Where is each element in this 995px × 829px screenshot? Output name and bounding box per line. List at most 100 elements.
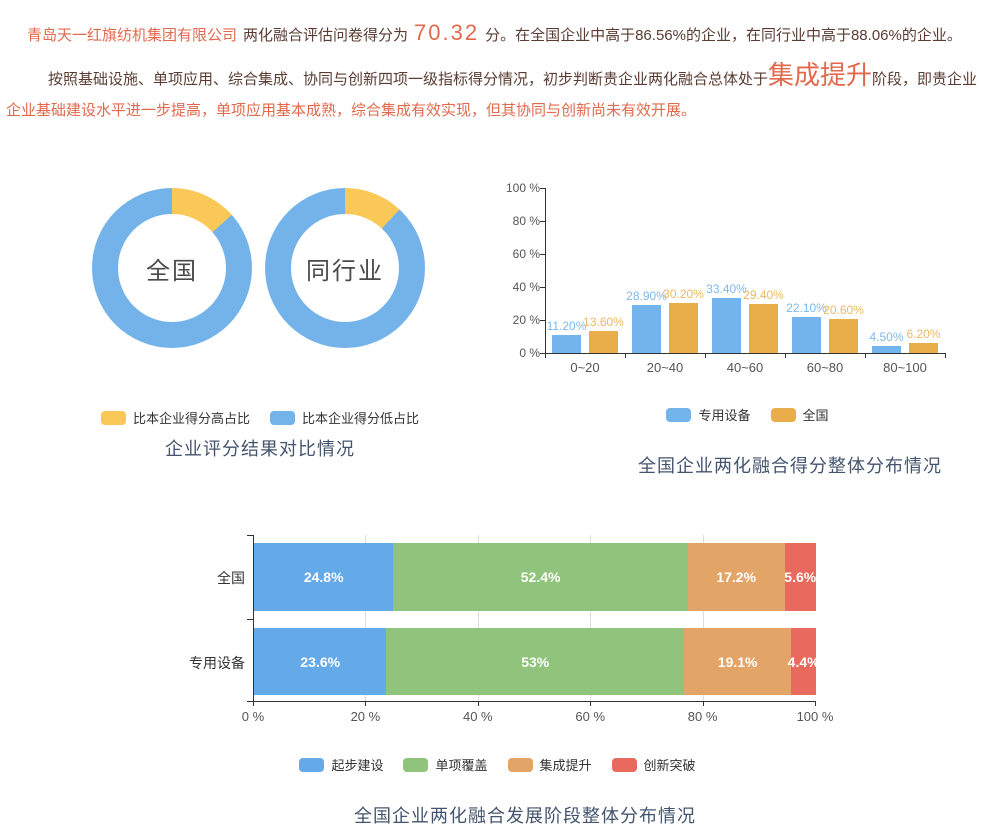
company-name: 青岛天一红旗纺机集团有限公司: [27, 27, 238, 44]
score-distribution-plot: 0 % 20 % 40 % 60 % 80 % 100 % 0~20 11.20% 13.60%…: [500, 170, 995, 380]
x-tick-label: 100 %: [796, 709, 834, 724]
legend-item-集成提升[interactable]: 集成提升: [507, 755, 592, 774]
bar-value-label: 20.60%: [823, 303, 864, 317]
x-tick-mark: [865, 353, 866, 358]
legend-label: 全国: [802, 408, 829, 423]
y-tick-mark: [540, 254, 545, 255]
y-tick-mark: [540, 188, 545, 189]
donut-全国: 全国: [92, 188, 252, 348]
y-tick-mark: [540, 353, 545, 354]
donut-chart-section: 全国 同行业 比本企业得分高占比 比本企业得分低占比 企业评分结果对比情况: [60, 165, 460, 465]
score-distribution-title: 全国企业两化融合得分整体分布情况: [638, 456, 942, 476]
y-tick-label: 100 %: [505, 181, 540, 195]
stacked-row-全国: 24.8% 52.4% 17.2% 5.6%: [254, 543, 816, 611]
x-tick-mark: [785, 353, 786, 358]
x-tick-mark: [365, 701, 367, 706]
legend-item-单项覆盖[interactable]: 单项覆盖: [403, 755, 488, 774]
donut-center-label: 全国: [146, 257, 198, 285]
x-category-label: 80~100: [883, 360, 927, 375]
bar-value-label: 13.60%: [583, 314, 624, 329]
score-summary-line: 青岛天一红旗纺机集团有限公司 两化融合评估问卷得分为 70.32 分。在全国企业…: [27, 20, 987, 46]
y-tick-label: 80 %: [512, 214, 540, 228]
x-category-label: 40~60: [726, 360, 764, 375]
bar-全国-40~60: [749, 304, 778, 353]
x-category-label: 60~80: [806, 360, 844, 375]
x-axis-line: [545, 353, 946, 354]
y-tick-mark: [247, 619, 253, 620]
bar-专用设备-40~60: [712, 297, 741, 353]
legend-swatch: [403, 757, 429, 772]
segment-value-label: 17.2%: [716, 569, 757, 585]
x-tick-mark: [815, 701, 816, 706]
donut-center-label: 同行业: [306, 257, 384, 285]
row-label-全国: 全国: [217, 570, 245, 586]
x-tick-mark: [945, 353, 946, 358]
legend-item-专用设备[interactable]: 专用设备: [666, 405, 751, 424]
bar-value-label: 22.10%: [786, 300, 827, 315]
gridline: [365, 535, 367, 701]
donut-同行业: 同行业: [265, 188, 425, 348]
legend-swatch: [611, 757, 637, 772]
gridline: [590, 535, 592, 701]
legend-label: 集成提升: [539, 758, 592, 773]
bar-value-label: 11.20%: [546, 318, 587, 333]
legend-swatch: [100, 410, 126, 425]
segment-创新突破: 5.6%: [784, 543, 816, 611]
legend-label: 单项覆盖: [435, 758, 488, 773]
y-tick-mark: [540, 287, 545, 288]
score-distribution-legend: 专用设备 全国: [500, 405, 995, 424]
stage-highlight: 集成提升: [768, 60, 873, 90]
y-tick-label: 60 %: [512, 247, 540, 261]
gridline: [702, 535, 704, 701]
score-distribution-chart-section: 0 % 20 % 40 % 60 % 80 % 100 % 0~20 11.20% 13.60%…: [500, 170, 995, 480]
para-part2: 阶段，即贵企业: [872, 71, 978, 88]
bar-全国-80~100: [909, 342, 938, 353]
legend-label: 比本企业得分低占比: [302, 411, 420, 426]
bar-全国-60~80: [829, 319, 858, 353]
bar-value-label: 4.50%: [869, 329, 904, 344]
bar-value-label: 30.20%: [663, 287, 704, 302]
legend-label: 比本企业得分高占比: [132, 411, 250, 426]
y-tick-mark: [247, 535, 253, 536]
legend-label: 专用设备: [698, 408, 751, 423]
legend-item-比本企业得分低占比[interactable]: 比本企业得分低占比: [270, 408, 419, 427]
y-tick-label: 0 %: [519, 346, 540, 360]
y-tick-mark: [247, 701, 253, 702]
segment-起步建设: 24.8%: [254, 543, 394, 611]
legend-item-比本企业得分高占比[interactable]: 比本企业得分高占比: [100, 408, 250, 427]
legend-item-创新突破[interactable]: 创新突破: [611, 755, 696, 774]
x-tick-label: 80 %: [687, 709, 718, 724]
bar-专用设备-20~40: [632, 305, 661, 353]
stage-distribution-legend: 起步建设 单项覆盖 集成提升 创新突破: [0, 755, 995, 774]
x-category-label: 20~40: [646, 360, 684, 375]
bar-全国-20~40: [669, 303, 698, 353]
score-suffix: 分。在全国企业中高于86.56%的企业，在同行业中高于88.06%的企业。: [485, 27, 962, 44]
y-tick-label: 20 %: [512, 313, 540, 327]
row-label-专用设备: 专用设备: [189, 654, 245, 671]
x-tick-label: 0 %: [241, 709, 265, 724]
bar-value-label: 29.40%: [743, 288, 784, 303]
segment-value-label: 19.1%: [717, 653, 758, 670]
legend-item-全国[interactable]: 全国: [770, 405, 829, 424]
x-tick-label: 40 %: [462, 709, 493, 724]
donut-hole: 全国: [118, 214, 226, 322]
x-tick-mark: [702, 701, 704, 706]
segment-单项覆盖: 52.4%: [393, 543, 688, 611]
legend-label: 起步建设: [331, 758, 384, 773]
segment-value-label: 5.6%: [784, 569, 816, 585]
bar-value-label: 33.40%: [706, 281, 747, 296]
para-part3: 企业基础建设水平进一步提高，单项应用基本成熟，综合集成有效实现，但其协同与创新尚…: [6, 102, 697, 119]
bar-专用设备-80~100: [872, 345, 901, 353]
donut-chart-title: 企业评分结果对比情况: [165, 439, 355, 459]
donut-hole: 同行业: [291, 214, 399, 322]
segment-集成提升: 19.1%: [684, 628, 792, 695]
stage-distribution-plot: 0 % 20 % 40 % 60 % 80 % 100 % 全国 24.8% 52.4% 17.2…: [0, 530, 995, 730]
legend-item-起步建设[interactable]: 起步建设: [299, 755, 383, 774]
legend-swatch: [507, 757, 533, 772]
x-tick-mark: [253, 701, 254, 706]
stage-distribution-chart-section: 0 % 20 % 40 % 60 % 80 % 100 % 全国 24.8% 52.4% 17.2…: [0, 530, 995, 829]
x-tick-label: 60 %: [575, 709, 606, 724]
assessment-paragraph: 按照基础设施、单项应用、综合集成、协同与创新四项一级指标得分情况，初步判断贵企业…: [6, 62, 989, 126]
segment-value-label: 4.4%: [787, 653, 816, 670]
